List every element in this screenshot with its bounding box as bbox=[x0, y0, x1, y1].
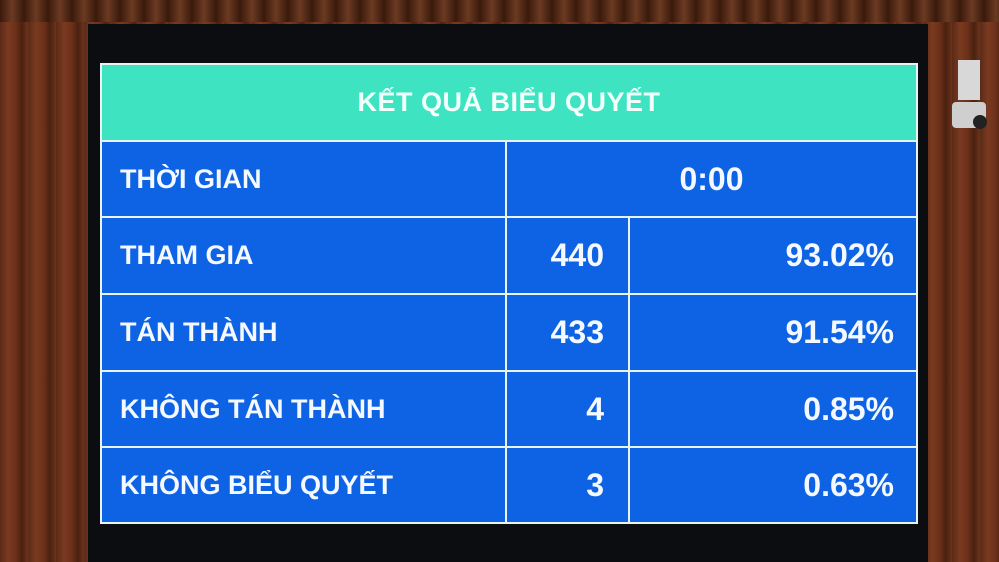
row-count: 4 bbox=[507, 372, 628, 446]
row-percent: 91.54% bbox=[630, 295, 916, 370]
wood-wall-top bbox=[0, 0, 999, 22]
row-count: 440 bbox=[507, 218, 628, 293]
row-count: 3 bbox=[507, 448, 628, 522]
time-label: THỜI GIAN bbox=[102, 142, 505, 216]
row-label: THAM GIA bbox=[102, 218, 505, 293]
time-value: 0:00 bbox=[507, 142, 916, 216]
row-label: TÁN THÀNH bbox=[102, 295, 505, 370]
row-percent: 0.85% bbox=[630, 372, 916, 446]
vote-results-board: KẾT QUẢ BIỂU QUYẾT THỜI GIAN 0:00 THAM G… bbox=[100, 63, 918, 524]
row-label: KHÔNG BIỂU QUYẾT bbox=[102, 448, 505, 522]
row-percent: 93.02% bbox=[630, 218, 916, 293]
board-title: KẾT QUẢ BIỂU QUYẾT bbox=[102, 65, 916, 140]
row-count: 433 bbox=[507, 295, 628, 370]
row-percent: 0.63% bbox=[630, 448, 916, 522]
security-camera-icon bbox=[952, 60, 987, 129]
row-label: KHÔNG TÁN THÀNH bbox=[102, 372, 505, 446]
